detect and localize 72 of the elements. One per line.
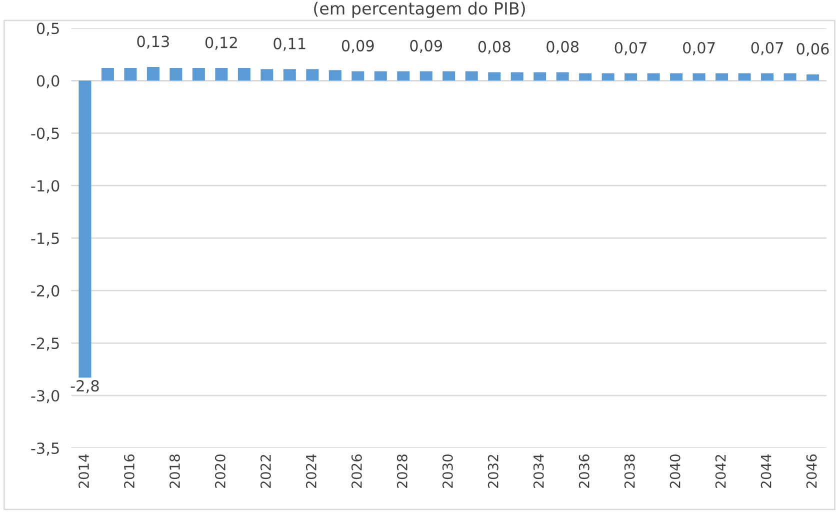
x-tick-label: 2018 (169, 454, 180, 488)
x-tick-label: 2026 (351, 454, 362, 488)
bar (784, 73, 796, 81)
y-tick-label: -3,5 (31, 442, 59, 456)
y-tick-label: -1,5 (31, 232, 59, 246)
bar (124, 68, 137, 81)
x-tick-label: 2030 (442, 454, 453, 488)
x-tick-label: 2020 (214, 454, 226, 488)
y-tick-label: -2,0 (31, 285, 60, 298)
x-tick-label: 2038 (624, 454, 635, 488)
bar (488, 72, 501, 81)
bar (761, 73, 774, 81)
x-tick-label: 2036 (578, 454, 590, 488)
bar (510, 72, 524, 81)
data-label: 0,06 (796, 43, 829, 56)
bar (238, 68, 250, 81)
x-tick-label: 2042 (715, 454, 726, 488)
y-tick-label: 0,5 (36, 22, 59, 36)
y-tick-label: -2,5 (31, 338, 59, 351)
bar (260, 69, 274, 81)
x-tick-label: 2034 (533, 454, 544, 488)
data-label: 0,07 (751, 42, 783, 56)
bar (352, 71, 364, 81)
bar (397, 71, 410, 81)
x-tick-label: 2044 (760, 454, 772, 488)
bar (101, 68, 114, 81)
x-tick-label: 2022 (260, 454, 271, 488)
bar (374, 71, 387, 81)
bar (716, 73, 728, 81)
bar (806, 74, 820, 81)
data-label: -2,8 (70, 380, 99, 394)
bar (624, 73, 638, 81)
data-label: 0,13 (137, 36, 169, 49)
data-label: 0,11 (274, 38, 306, 51)
y-tick-label: -1,0 (31, 180, 60, 194)
x-tick-label: 2028 (396, 454, 408, 488)
x-tick-label: 2014 (78, 454, 89, 488)
bar (670, 73, 683, 81)
data-label: 0,08 (478, 40, 510, 54)
x-tick-label: 2024 (306, 454, 316, 488)
data-label: 0,07 (683, 42, 715, 56)
bar (602, 73, 614, 81)
y-tick-label: 0,0 (36, 75, 60, 88)
y-tick-label: -3,0 (31, 390, 60, 404)
bar (170, 68, 182, 81)
data-label: 0,12 (205, 36, 237, 50)
bar (420, 71, 432, 81)
y-tick-label: -0,5 (31, 128, 59, 141)
data-label: 0,07 (614, 42, 647, 56)
bar (647, 73, 660, 81)
bar (306, 69, 319, 81)
bar (738, 73, 751, 81)
bar (283, 69, 296, 81)
bar (192, 68, 205, 81)
data-label: 0,09 (342, 40, 374, 53)
x-tick-label: 2046 (806, 454, 817, 488)
bar (215, 68, 228, 81)
bar (328, 70, 342, 81)
x-tick-label: 2032 (488, 454, 498, 488)
bar (579, 73, 592, 81)
bar (146, 66, 160, 81)
bar (442, 71, 456, 81)
x-tick-label: 2016 (124, 454, 134, 488)
bar (78, 80, 92, 378)
bar (534, 72, 546, 81)
data-label: 0,08 (546, 40, 579, 54)
bar (692, 73, 706, 81)
bar (556, 72, 569, 81)
chart-title: (em percentagem do PIB) (314, 2, 525, 18)
bar (465, 71, 478, 81)
x-tick-label: 2040 (670, 454, 680, 488)
data-label: 0,09 (410, 40, 442, 53)
